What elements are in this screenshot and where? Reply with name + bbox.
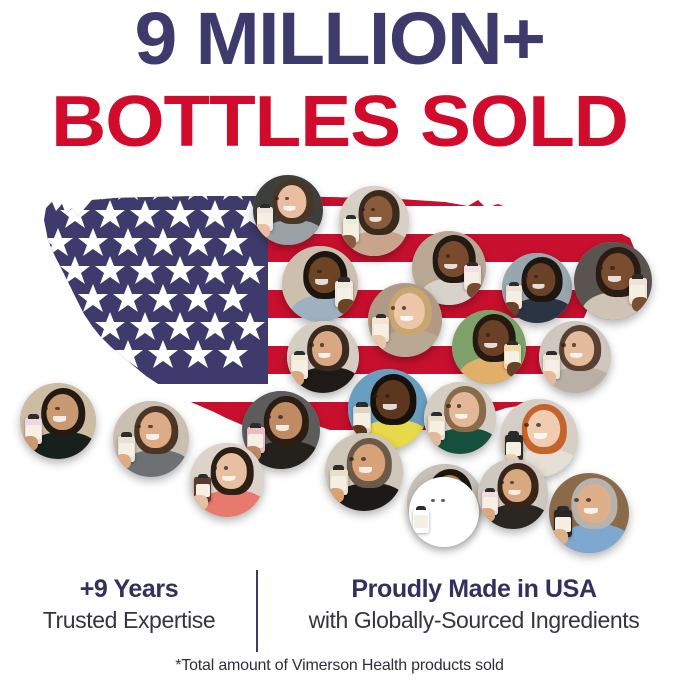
customer-photo-circle xyxy=(287,321,359,393)
portrait-thumbnail xyxy=(20,383,96,459)
portrait-thumbnail xyxy=(549,473,629,553)
customer-photo-circle xyxy=(549,473,629,553)
customer-photo-circle xyxy=(574,242,652,320)
feature-years-subtitle: Trusted Expertise xyxy=(42,607,216,633)
feature-usa-title: Proudly Made in USA xyxy=(351,575,597,603)
customer-photo-circle xyxy=(452,310,526,384)
customer-photo-circle xyxy=(368,283,442,357)
customer-photo-circle xyxy=(242,391,320,469)
portrait-thumbnail xyxy=(325,433,403,511)
portrait-thumbnail xyxy=(478,459,548,529)
portrait-thumbnail xyxy=(409,477,479,547)
portrait-thumbnail xyxy=(574,242,652,320)
usa-flag-map xyxy=(0,175,679,560)
portrait-thumbnail xyxy=(253,175,323,245)
customer-photo-circle xyxy=(409,477,479,547)
customer-photo-circle xyxy=(20,383,96,459)
headline-line-1: 9 MILLION+ xyxy=(134,0,546,80)
customer-photo-circle xyxy=(253,175,323,245)
portrait-thumbnail xyxy=(452,310,526,384)
portrait-thumbnail xyxy=(190,443,264,517)
portrait-thumbnail xyxy=(287,321,359,393)
flag-union-field xyxy=(44,196,268,384)
feature-years-title: +9 Years xyxy=(79,575,179,603)
headline-line-2: BOTTLES SOLD xyxy=(51,82,629,162)
customer-photo-circle xyxy=(113,401,189,477)
feature-usa-subtitle: with Globally-Sourced Ingredients xyxy=(308,607,640,633)
customer-photo-circle xyxy=(325,433,403,511)
customer-photo-circle xyxy=(282,246,358,322)
features-divider xyxy=(256,570,258,652)
portrait-thumbnail xyxy=(539,321,611,393)
customer-photo-circle xyxy=(424,382,496,454)
customer-photo-circle xyxy=(339,186,409,256)
features-row: +9 Years Trusted Expertise Proudly Made … xyxy=(0,565,679,655)
customer-photo-circle xyxy=(478,459,548,529)
customer-photo-circle xyxy=(539,321,611,393)
portrait-thumbnail xyxy=(339,186,409,256)
feature-made-in-usa: Proudly Made in USA with Globally-Source… xyxy=(276,573,672,635)
customer-photo-circle xyxy=(190,443,264,517)
footnote-text: *Total amount of Vimerson Health product… xyxy=(175,657,504,674)
feature-years: +9 Years Trusted Expertise xyxy=(14,573,244,635)
portrait-thumbnail xyxy=(424,382,496,454)
portrait-thumbnail xyxy=(113,401,189,477)
portrait-thumbnail xyxy=(282,246,358,322)
product-bottle-icon xyxy=(413,505,429,533)
portrait-thumbnail xyxy=(368,283,442,357)
headline-block: 9 MILLION+ BOTTLES SOLD xyxy=(0,0,679,165)
